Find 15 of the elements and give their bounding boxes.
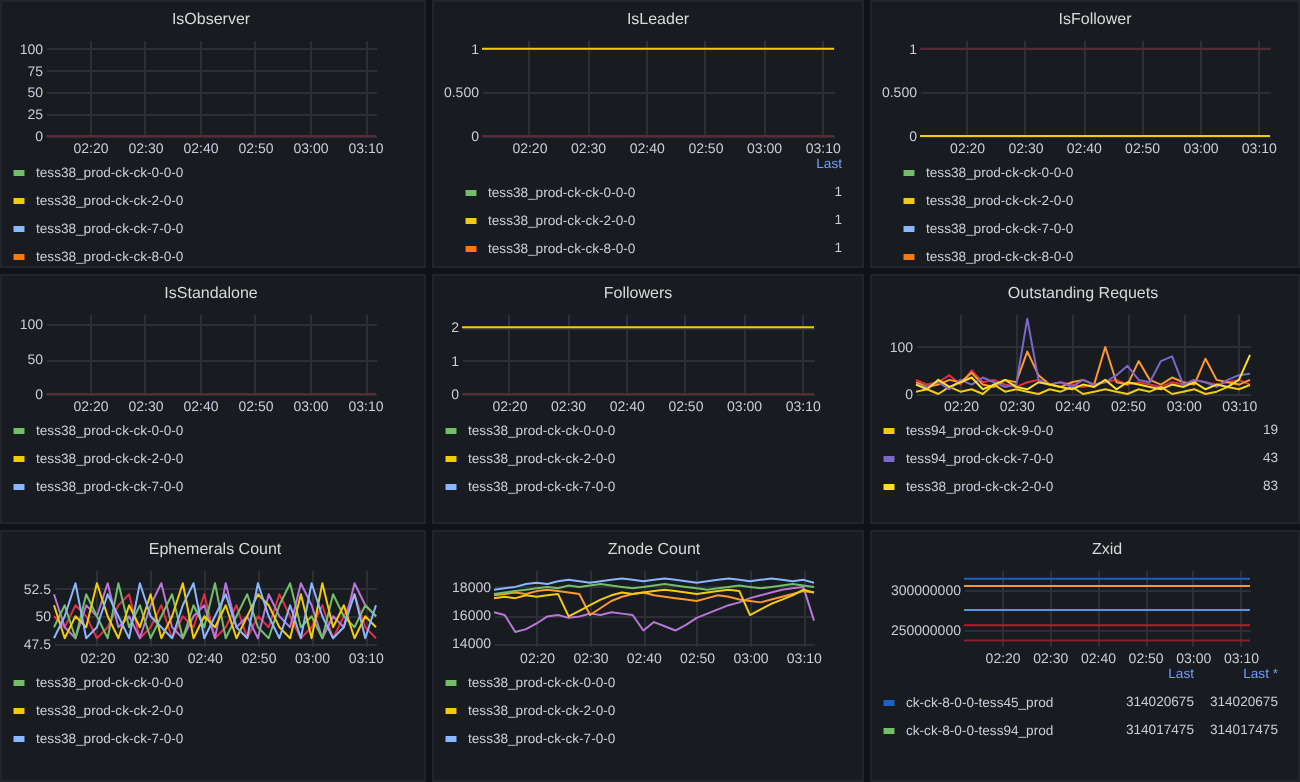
line-series [915,317,1251,391]
chart-title: IsStandalone [164,284,259,302]
chart-title: Outstanding Requets [1007,284,1159,302]
chart-title: Znode Count [607,540,702,558]
chart-title: IsObserver [171,10,251,28]
line-series [915,345,1251,388]
line-series [915,353,1251,391]
line-series [53,593,377,640]
chart-title: Zxid [1091,540,1123,558]
chart-title: IsFollower [1058,10,1133,28]
line-series [53,582,377,640]
chart-title: Ephemerals Count [148,540,283,558]
chart-title: Followers [603,284,673,302]
chart-title: IsLeader [626,10,690,28]
line-series [493,585,815,633]
